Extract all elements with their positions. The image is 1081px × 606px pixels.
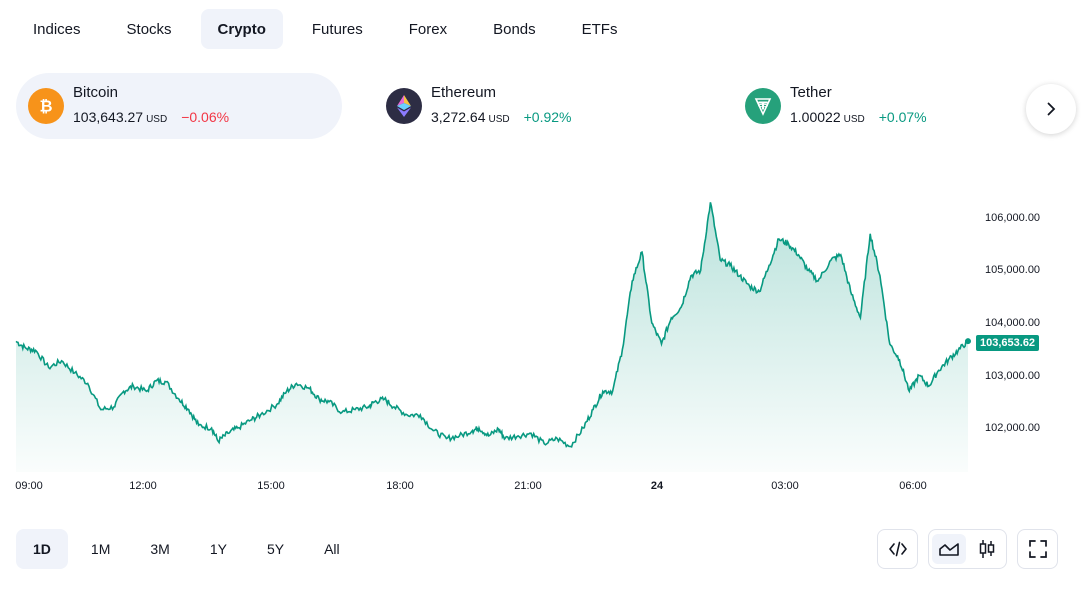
symbol-carousel: ₿ Bitcoin 103,643.27 USD −0.06% Ethereum… <box>16 73 1076 141</box>
ethereum-icon <box>386 88 422 124</box>
x-axis-tick: 18:00 <box>386 480 414 492</box>
tether-icon <box>745 88 781 124</box>
price-line <box>15 202 969 448</box>
range-5y[interactable]: 5Y <box>266 541 285 557</box>
symbol-change: +0.92% <box>523 109 572 125</box>
range-all[interactable]: All <box>324 541 340 557</box>
chevron-right-icon <box>1047 102 1056 116</box>
tab-etfs[interactable]: ETFs <box>581 20 618 38</box>
range-1d[interactable]: 1D <box>16 529 68 569</box>
fullscreen-icon <box>1028 540 1047 558</box>
tab-stocks[interactable]: Stocks <box>126 20 172 38</box>
symbol-name: Bitcoin <box>73 84 119 101</box>
symbol-currency: USD <box>146 114 168 125</box>
symbol-price: 3,272.64 <box>431 109 486 125</box>
x-axis-tick: 24 <box>650 480 664 492</box>
symbol-name: Ethereum <box>431 84 497 101</box>
tab-bonds[interactable]: Bonds <box>493 20 536 38</box>
candlestick-icon <box>979 540 994 558</box>
range-3m[interactable]: 3M <box>150 541 170 557</box>
next-symbols-button[interactable] <box>1026 84 1076 134</box>
y-axis-tick: 102,000.00 <box>985 422 1041 434</box>
x-axis-tick: 03:00 <box>771 480 799 492</box>
x-axis-tick: 09:00 <box>15 480 43 492</box>
last-price-badge: 103,653.62 <box>976 335 1040 351</box>
range-1m[interactable]: 1M <box>90 541 111 557</box>
time-range-selector: 1D 1M 3M 1Y 5Y All <box>16 529 363 569</box>
embed-button[interactable] <box>877 529 918 569</box>
code-icon <box>888 541 907 557</box>
symbol-card-tether[interactable]: Tether 1.00022 USD +0.07% <box>733 73 1013 139</box>
y-axis-tick: 106,000.00 <box>985 212 1041 224</box>
symbol-card-ethereum[interactable]: Ethereum 3,272.64 USD +0.92% <box>374 73 694 139</box>
range-1y[interactable]: 1Y <box>209 541 227 557</box>
fullscreen-button[interactable] <box>1017 529 1058 569</box>
chart-canvas <box>15 202 971 473</box>
area-chart-icon <box>938 543 959 556</box>
x-axis-tick: 15:00 <box>257 480 285 492</box>
symbol-card-bitcoin[interactable]: ₿ Bitcoin 103,643.27 USD −0.06% <box>16 73 342 139</box>
x-axis-tick: 21:00 <box>514 480 542 492</box>
tab-futures[interactable]: Futures <box>311 20 363 38</box>
symbol-currency: USD <box>488 114 510 125</box>
area-chart-button[interactable] <box>931 534 966 564</box>
tab-forex[interactable]: Forex <box>408 20 448 38</box>
tab-indices[interactable]: Indices <box>33 20 81 38</box>
symbol-currency: USD <box>843 114 865 125</box>
y-axis-tick: 105,000.00 <box>985 264 1041 276</box>
tab-crypto[interactable]: Crypto <box>200 9 283 49</box>
symbol-change: −0.06% <box>181 109 230 125</box>
chart-style-toggle <box>928 529 1007 569</box>
market-tabs: Indices Stocks Crypto Futures Forex Bond… <box>16 9 646 49</box>
symbol-price: 103,643.27 <box>73 109 144 125</box>
symbol-price: 1.00022 <box>790 109 841 125</box>
bitcoin-icon: ₿ <box>28 88 64 124</box>
x-axis-tick: 12:00 <box>129 480 157 492</box>
price-chart[interactable]: 106,000.00 105,000.00 104,000.00 103,000… <box>0 160 1081 500</box>
y-axis-tick: 103,000.00 <box>985 370 1041 382</box>
svg-text:₿: ₿ <box>39 97 52 116</box>
x-axis-tick: 06:00 <box>899 480 927 492</box>
y-axis-tick: 104,000.00 <box>985 317 1041 329</box>
symbol-name: Tether <box>790 84 832 101</box>
symbol-change: +0.07% <box>878 109 927 125</box>
candlestick-chart-button[interactable] <box>970 534 1004 564</box>
price-area-fill <box>16 202 968 473</box>
last-price-dot <box>965 338 971 345</box>
